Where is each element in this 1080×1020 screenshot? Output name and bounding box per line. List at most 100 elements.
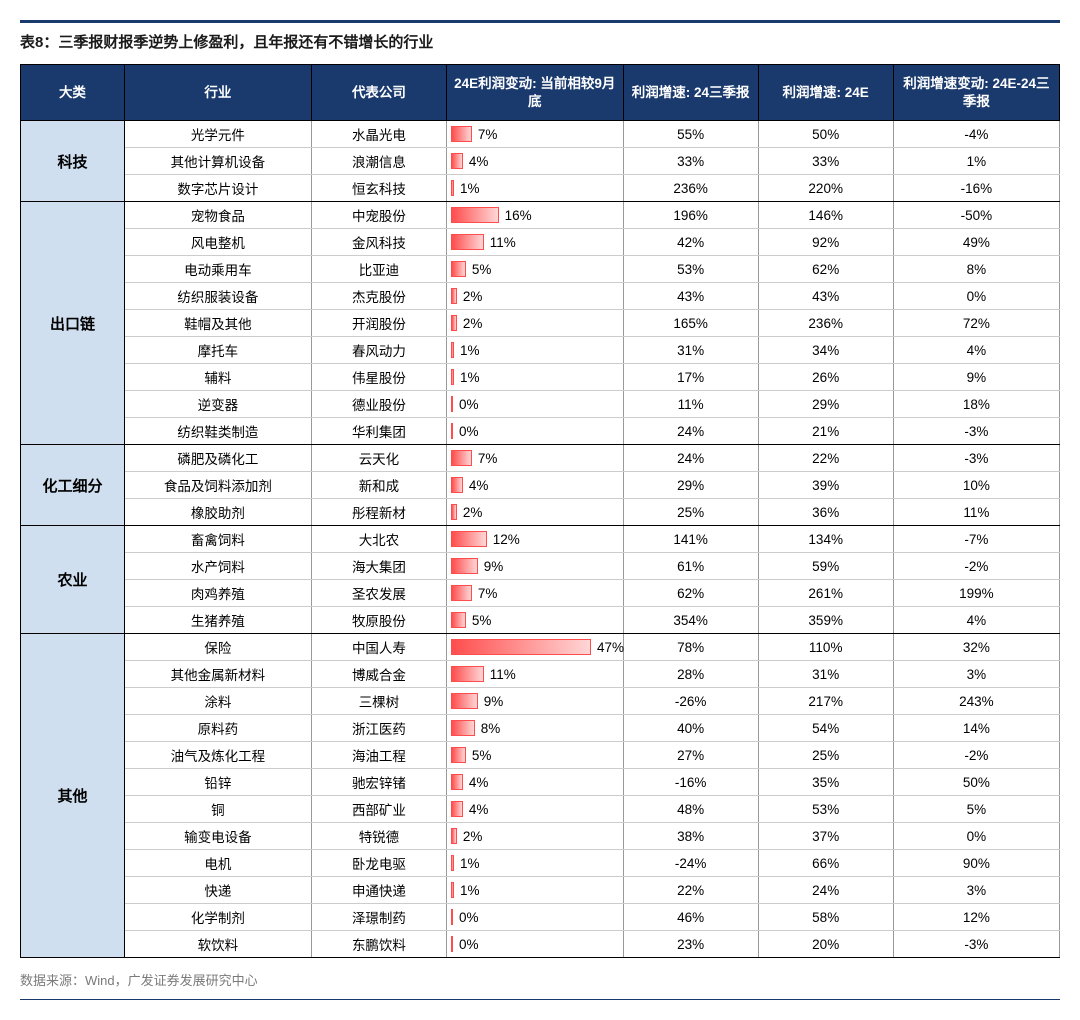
q3-cell: 29% [623,472,758,499]
industry-cell: 辅料 [124,364,311,391]
industry-cell: 原料药 [124,715,311,742]
bar-cell: 2% [446,283,623,310]
diff-cell: 8% [893,256,1059,283]
diff-cell: 3% [893,661,1059,688]
bar-cell: 5% [446,256,623,283]
e24-cell: 54% [758,715,893,742]
table-row: 其他金属新材料博威合金11%28%31%3% [21,661,1060,688]
industry-cell: 数字芯片设计 [124,175,311,202]
industry-cell: 水产饲料 [124,553,311,580]
bar-value-label: 47% [597,640,624,655]
table-row: 鞋帽及其他开润股份2%165%236%72% [21,310,1060,337]
diff-cell: 3% [893,877,1059,904]
company-cell: 金风科技 [311,229,446,256]
table-title-bar: 表8：三季报财报季逆势上修盈利，且年报还有不错增长的行业 [20,20,1060,56]
bar-value-label: 4% [469,802,489,817]
table-row: 食品及饲料添加剂新和成4%29%39%10% [21,472,1060,499]
table-title: 表8：三季报财报季逆势上修盈利，且年报还有不错增长的行业 [20,34,433,51]
industry-cell: 电动乘用车 [124,256,311,283]
diff-cell: 72% [893,310,1059,337]
bar-value-label: 0% [459,397,479,412]
bar-cell: 9% [446,553,623,580]
category-cell: 科技 [21,121,125,202]
e24-cell: 31% [758,661,893,688]
e24-cell: 134% [758,526,893,553]
col-company: 代表公司 [311,65,446,121]
diff-cell: 49% [893,229,1059,256]
industry-cell: 磷肥及磷化工 [124,445,311,472]
bar-value-label: 2% [463,505,483,520]
diff-cell: -3% [893,931,1059,958]
company-cell: 海油工程 [311,742,446,769]
table-row: 化学制剂泽璟制药0%46%58%12% [21,904,1060,931]
q3-cell: 165% [623,310,758,337]
bar-value-label: 2% [463,316,483,331]
company-cell: 德业股份 [311,391,446,418]
company-cell: 驰宏锌锗 [311,769,446,796]
company-cell: 三棵树 [311,688,446,715]
company-cell: 大北农 [311,526,446,553]
company-cell: 牧原股份 [311,607,446,634]
bar-value-label: 0% [459,910,479,925]
company-cell: 伟星股份 [311,364,446,391]
diff-cell: 90% [893,850,1059,877]
company-cell: 东鹏饮料 [311,931,446,958]
profit-change-bar [451,288,457,304]
e24-cell: 26% [758,364,893,391]
q3-cell: 42% [623,229,758,256]
company-cell: 卧龙电驱 [311,850,446,877]
bar-value-label: 1% [460,370,480,385]
bar-value-label: 5% [472,262,492,277]
profit-change-bar [451,666,484,682]
q3-cell: 38% [623,823,758,850]
q3-cell: -24% [623,850,758,877]
table-row: 铅锌驰宏锌锗4%-16%35%50% [21,769,1060,796]
bar-cell: 9% [446,688,623,715]
e24-cell: 50% [758,121,893,148]
industry-cell: 风电整机 [124,229,311,256]
category-cell: 其他 [21,634,125,958]
bar-value-label: 0% [459,424,479,439]
bar-value-label: 1% [460,181,480,196]
table-row: 电动乘用车比亚迪5%53%62%8% [21,256,1060,283]
q3-cell: 78% [623,634,758,661]
q3-cell: 40% [623,715,758,742]
bar-cell: 7% [446,580,623,607]
profit-change-bar [451,396,453,412]
table-row: 软饮料东鹏饮料0%23%20%-3% [21,931,1060,958]
q3-cell: 33% [623,148,758,175]
q3-cell: 55% [623,121,758,148]
diff-cell: -4% [893,121,1059,148]
bar-value-label: 7% [478,586,498,601]
table-row: 逆变器德业股份0%11%29%18% [21,391,1060,418]
diff-cell: -2% [893,553,1059,580]
profit-change-bar [451,504,457,520]
diff-cell: 5% [893,796,1059,823]
profit-change-bar [451,558,478,574]
col-q3: 利润增速: 24三季报 [623,65,758,121]
table-row: 化工细分磷肥及磷化工云天化7%24%22%-3% [21,445,1060,472]
bar-cell: 5% [446,607,623,634]
table-row: 生猪养殖牧原股份5%354%359%4% [21,607,1060,634]
e24-cell: 53% [758,796,893,823]
company-cell: 浪潮信息 [311,148,446,175]
industry-cell: 其他金属新材料 [124,661,311,688]
bar-value-label: 2% [463,829,483,844]
diff-cell: 14% [893,715,1059,742]
industry-cell: 食品及饲料添加剂 [124,472,311,499]
table-body: 科技光学元件水晶光电7%55%50%-4%其他计算机设备浪潮信息4%33%33%… [21,121,1060,958]
profit-change-bar [451,315,457,331]
diff-cell: 0% [893,823,1059,850]
table-row: 快递申通快递1%22%24%3% [21,877,1060,904]
bar-cell: 1% [446,364,623,391]
industry-cell: 鞋帽及其他 [124,310,311,337]
col-e24: 利润增速: 24E [758,65,893,121]
table-row: 肉鸡养殖圣农发展7%62%261%199% [21,580,1060,607]
industry-cell: 保险 [124,634,311,661]
bar-value-label: 0% [459,937,479,952]
q3-cell: 24% [623,418,758,445]
col-category: 大类 [21,65,125,121]
company-cell: 云天化 [311,445,446,472]
diff-cell: 12% [893,904,1059,931]
table-row: 水产饲料海大集团9%61%59%-2% [21,553,1060,580]
